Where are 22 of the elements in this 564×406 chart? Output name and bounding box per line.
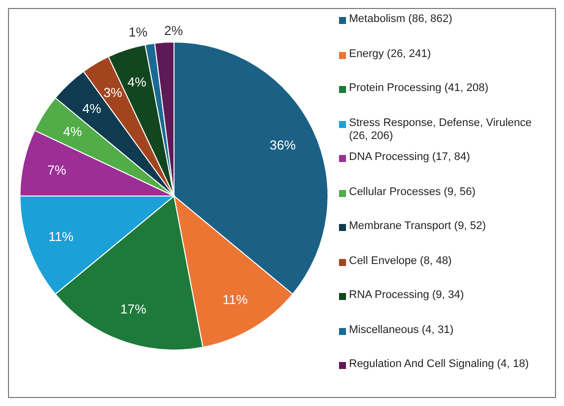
legend-label: Stress Response, Defense, Virulence (26, 206)	[349, 116, 533, 142]
legend-label: Regulation And Cell Signaling (4, 18)	[349, 358, 530, 371]
legend-label: Protein Processing (41, 208)	[349, 82, 490, 95]
data-label: 4%	[63, 124, 82, 140]
legend-label: Membrane Transport (9, 52)	[349, 220, 487, 233]
legend-label: Cell Envelope (8, 48)	[349, 254, 453, 268]
data-label: 1%	[128, 24, 148, 40]
legend-label: Metabolism (86, 862)	[349, 13, 454, 26]
legend-label: Energy (26, 241)	[349, 48, 432, 60]
legend-label: Cellular Processes (9, 56)	[349, 186, 477, 198]
data-label: 4%	[82, 100, 102, 116]
data-label: 4%	[127, 74, 147, 90]
data-label: 3%	[103, 85, 123, 100]
data-label: 7%	[47, 162, 67, 178]
data-label: 11%	[222, 292, 248, 307]
legend-label: Miscellaneous (4, 31)	[349, 324, 455, 336]
data-label: 2%	[164, 22, 184, 38]
data-label: 17%	[120, 302, 147, 317]
data-label: 11%	[48, 229, 74, 244]
data-label: 36%	[270, 137, 296, 152]
legend-label: DNA Processing (17, 84)	[349, 151, 472, 164]
legend-label: RNA Processing (9, 34)	[349, 289, 465, 302]
